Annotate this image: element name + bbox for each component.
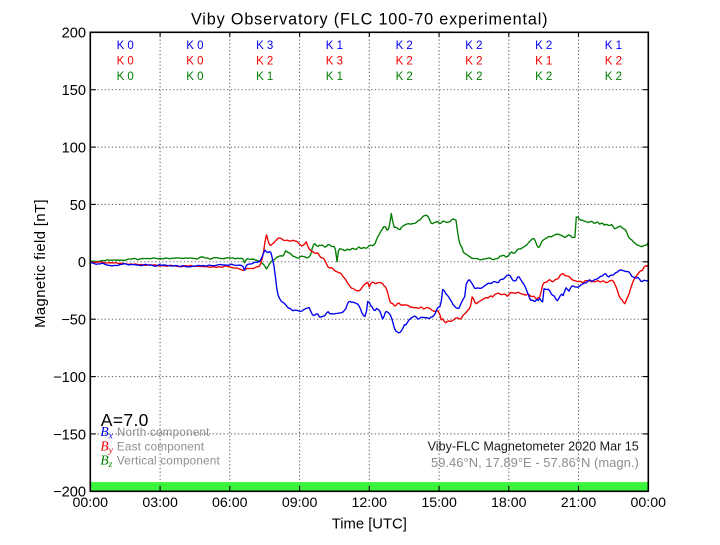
svg-text:K 2: K 2 [535, 71, 552, 83]
svg-text:East component: East component [117, 440, 205, 453]
svg-text:18:00: 18:00 [491, 495, 527, 511]
svg-text:−100: −100 [53, 370, 86, 386]
svg-text:K 2: K 2 [535, 40, 552, 52]
svg-text:00:00: 00:00 [73, 495, 109, 511]
svg-text:21:00: 21:00 [561, 495, 597, 511]
svg-text:50: 50 [70, 198, 86, 214]
svg-text:59.46°N, 17.89°E - 57.86°N (ma: 59.46°N, 17.89°E - 57.86°N (magn.) [431, 455, 639, 470]
svg-text:−200: −200 [53, 485, 86, 501]
svg-text:K 2: K 2 [465, 71, 482, 83]
svg-text:K 2: K 2 [605, 71, 622, 83]
svg-text:15:00: 15:00 [421, 495, 457, 511]
svg-text:K 2: K 2 [465, 40, 482, 52]
svg-text:K 3: K 3 [326, 56, 343, 68]
svg-text:K 2: K 2 [396, 71, 413, 83]
svg-text:K 2: K 2 [465, 56, 482, 68]
svg-text:03:00: 03:00 [142, 495, 178, 511]
svg-text:200: 200 [62, 26, 86, 42]
svg-text:Magnetic field [nT]: Magnetic field [nT] [33, 199, 49, 328]
svg-text:06:00: 06:00 [212, 495, 248, 511]
svg-text:150: 150 [62, 83, 86, 99]
svg-text:North component: North component [117, 426, 210, 439]
svg-text:K 0: K 0 [117, 71, 134, 83]
svg-text:K 0: K 0 [117, 40, 134, 52]
svg-text:K 1: K 1 [605, 40, 622, 52]
svg-text:−150: −150 [53, 427, 86, 443]
svg-text:Viby Observatory (FLC 100-70 e: Viby Observatory (FLC 100-70 experimenta… [191, 11, 549, 29]
svg-text:Viby-FLC Magnetometer 2020 Mar: Viby-FLC Magnetometer 2020 Mar 15 [428, 439, 639, 453]
svg-text:00:00: 00:00 [631, 495, 667, 511]
svg-text:K 0: K 0 [186, 40, 203, 52]
svg-text:09:00: 09:00 [282, 495, 318, 511]
svg-text:−50: −50 [61, 313, 86, 329]
svg-text:0: 0 [78, 255, 86, 271]
svg-text:K 0: K 0 [117, 56, 134, 68]
svg-text:Time [UTC]: Time [UTC] [332, 516, 407, 532]
svg-text:K 0: K 0 [186, 71, 203, 83]
svg-text:K 1: K 1 [256, 71, 273, 83]
svg-text:K 2: K 2 [256, 56, 273, 68]
svg-text:K 1: K 1 [326, 71, 343, 83]
svg-text:12:00: 12:00 [352, 495, 388, 511]
svg-text:K 2: K 2 [396, 56, 413, 68]
svg-text:K 2: K 2 [396, 40, 413, 52]
svg-text:K 2: K 2 [605, 56, 622, 68]
svg-text:K 1: K 1 [326, 40, 343, 52]
svg-text:K 0: K 0 [186, 56, 203, 68]
svg-text:K 1: K 1 [535, 56, 552, 68]
svg-text:A=7.0: A=7.0 [101, 410, 149, 430]
svg-text:100: 100 [62, 140, 86, 156]
svg-text:K 3: K 3 [256, 40, 273, 52]
svg-text:Vertical component: Vertical component [117, 455, 221, 468]
